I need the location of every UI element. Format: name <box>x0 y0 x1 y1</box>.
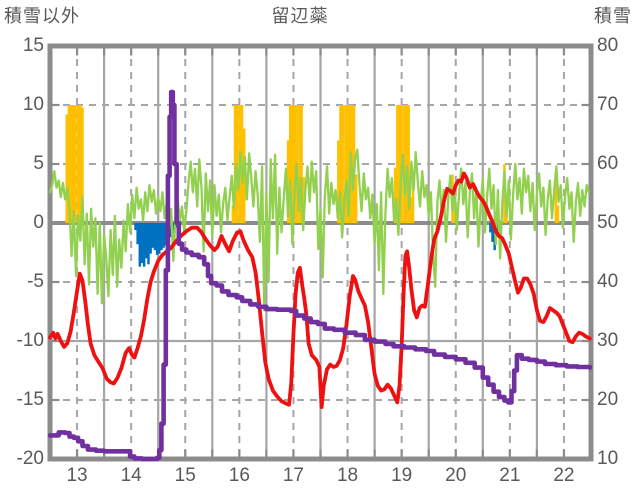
right-axis-tick-label: 60 <box>597 153 619 174</box>
x-axis-tick-label: 13 <box>66 465 88 486</box>
purple-line <box>47 89 593 462</box>
x-axis-tick-label: 15 <box>174 465 196 486</box>
left-axis-tick-label: -15 <box>16 389 44 410</box>
x-axis-tick-label: 18 <box>336 465 359 486</box>
x-axis-tick-label: 21 <box>499 465 521 486</box>
x-axis-tick-label: 19 <box>391 465 413 486</box>
plot-border <box>47 43 594 462</box>
x-axis-tick-label: 22 <box>553 465 575 486</box>
right-axis-tick-label: 10 <box>597 448 619 469</box>
left-axis-tick-label: 0 <box>33 212 44 233</box>
right-axis-tick-label: 70 <box>597 94 619 115</box>
left-axis-tick-label: 5 <box>33 153 44 174</box>
x-axis-tick-label: 17 <box>282 465 304 486</box>
left-axis-title: 積雪以外 <box>4 6 80 26</box>
right-axis-tick-label: 20 <box>597 389 619 410</box>
right-axis-tick-label: 30 <box>597 330 619 351</box>
right-axis-title: 積雪 <box>594 6 632 26</box>
right-axis-tick-label: 50 <box>597 212 619 233</box>
x-axis-tick-label: 20 <box>445 465 467 486</box>
left-axis-tick-label: -5 <box>27 271 44 292</box>
green-line <box>48 148 590 312</box>
x-axis-tick-label: 14 <box>120 465 142 486</box>
chart-title: 留辺蘂 <box>271 6 329 26</box>
left-axis-tick-label: 10 <box>22 94 44 115</box>
left-axis-tick-label: -20 <box>16 448 44 469</box>
left-axis-tick-label: 15 <box>22 35 44 56</box>
red-line <box>48 171 592 409</box>
right-axis-tick-label: 40 <box>597 271 619 292</box>
left-axis-tick-label: -10 <box>16 330 44 351</box>
x-axis-tick-label: 16 <box>228 465 250 486</box>
right-axis-tick-label: 80 <box>597 35 619 56</box>
